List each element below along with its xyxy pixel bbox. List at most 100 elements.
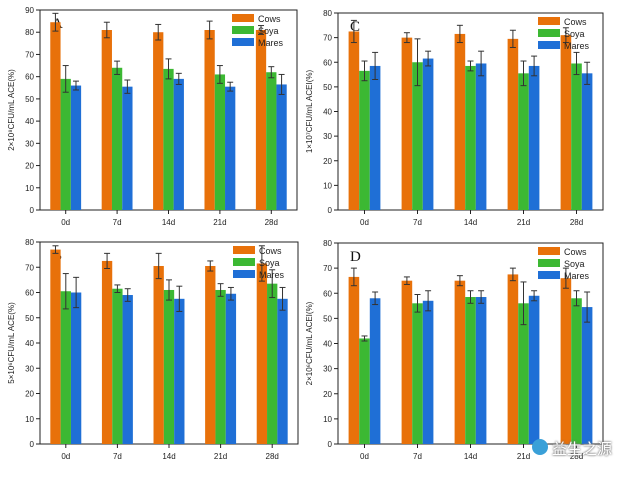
bar-cows — [348, 276, 360, 444]
legend-label-cows: Cows — [258, 14, 281, 24]
y-tick-label: 60 — [323, 58, 332, 67]
legend-label-mares: Mares — [564, 41, 590, 51]
y-tick-label: 40 — [323, 340, 332, 349]
bar-soya — [465, 297, 476, 444]
x-tick-label: 14d — [162, 452, 175, 461]
y-tick-label: 90 — [25, 6, 34, 15]
y-tick-label: 40 — [323, 108, 332, 117]
legend-swatch-mares — [233, 270, 255, 278]
legend-label-cows: Cows — [564, 17, 587, 27]
legend-swatch-soya — [538, 259, 560, 267]
y-tick-label: 50 — [323, 314, 332, 323]
bar-mares — [422, 58, 434, 211]
bar-mares — [225, 293, 237, 444]
y-tick-label: 0 — [30, 206, 35, 215]
bar-cows — [454, 280, 466, 444]
bar-mares — [70, 292, 82, 444]
bar-cows — [205, 265, 216, 444]
y-tick-label: 30 — [323, 365, 332, 374]
y-tick-label: 30 — [323, 132, 332, 141]
bar-cows — [454, 33, 466, 211]
bar-cows — [348, 31, 360, 210]
bar-cows — [560, 35, 572, 210]
legend-swatch-cows — [538, 17, 560, 25]
watermark: 益生之源 — [532, 438, 613, 459]
bar-cows — [401, 280, 413, 444]
bar-mares — [581, 73, 593, 210]
legend-swatch-cows — [233, 246, 255, 254]
bar-mares — [369, 65, 381, 210]
x-tick-label: 0d — [360, 218, 369, 227]
x-tick-label: 14d — [162, 218, 175, 227]
bar-cows — [50, 249, 61, 444]
x-tick-label: 7d — [113, 218, 122, 227]
y-tick-label: 50 — [25, 314, 34, 323]
legend-swatch-mares — [538, 41, 560, 49]
legend-label-soya: Soya — [258, 26, 279, 36]
x-tick-label: 0d — [61, 452, 70, 461]
y-tick-label: 30 — [25, 139, 34, 148]
bar-cows — [401, 37, 413, 210]
bar-mares — [276, 84, 287, 210]
bar-mares — [528, 295, 540, 444]
legend-swatch-soya — [538, 29, 560, 37]
bar-soya — [412, 303, 423, 444]
bar-cows — [204, 30, 215, 210]
bar-mares — [225, 86, 236, 210]
x-tick-label: 28d — [265, 218, 278, 227]
bar-soya — [60, 291, 71, 444]
x-tick-label: 7d — [413, 452, 422, 461]
legend-label-mares: Mares — [258, 38, 284, 48]
bar-cows — [255, 30, 267, 210]
x-tick-label: 21d — [517, 452, 530, 461]
x-tick-label: 0d — [360, 452, 369, 461]
y-tick-label: 20 — [25, 162, 34, 171]
y-tick-label: 70 — [323, 264, 332, 273]
bar-mares — [581, 307, 593, 444]
x-tick-label: 14d — [464, 452, 477, 461]
chart-panel-d: 0 10 20 30 40 50 60 70 80 2×10⁶CFU/mL ACEI(%) D 0d 7… — [305, 239, 604, 461]
y-tick-label: 80 — [323, 239, 332, 248]
y-tick-label: 0 — [30, 440, 35, 449]
bar-cows — [153, 32, 164, 210]
legend-label-mares: Mares — [259, 270, 285, 280]
legend-label-mares: Mares — [564, 271, 590, 281]
bar-soya — [359, 70, 370, 211]
bar-mares — [277, 298, 288, 444]
y-tick-label: 20 — [323, 157, 332, 166]
legend-swatch-soya — [232, 26, 254, 34]
bar-soya — [571, 298, 582, 444]
y-tick-label: 40 — [25, 117, 34, 126]
y-tick-label: 30 — [25, 364, 34, 373]
bar-soya — [465, 65, 476, 210]
legend-label-soya: Soya — [564, 259, 585, 269]
bar-soya — [267, 283, 278, 444]
bar-soya — [518, 73, 529, 210]
y-tick-label: 60 — [25, 289, 34, 298]
y-tick-label: 80 — [323, 9, 332, 18]
legend-label-soya: Soya — [564, 29, 585, 39]
bar-soya — [518, 303, 529, 444]
bar-soya — [571, 63, 582, 211]
x-tick-label: 28d — [570, 218, 583, 227]
bar-cows — [507, 38, 519, 211]
y-tick-label: 80 — [25, 28, 34, 37]
y-tick-label: 70 — [323, 34, 332, 43]
y-tick-label: 10 — [323, 181, 332, 190]
legend-swatch-mares — [538, 271, 560, 279]
bar-mares — [122, 86, 133, 210]
x-tick-label: 21d — [213, 218, 226, 227]
y-tick-label: 70 — [25, 50, 34, 59]
bar-mares — [475, 63, 487, 211]
y-tick-label: 60 — [323, 289, 332, 298]
x-tick-label: 14d — [464, 218, 477, 227]
y-tick-label: 10 — [25, 184, 34, 193]
bar-mares — [422, 300, 434, 444]
legend-swatch-mares — [232, 38, 254, 46]
x-tick-label: 28d — [266, 452, 279, 461]
watermark-text: 益生之源 — [552, 440, 613, 458]
y-tick-label: 70 — [25, 263, 34, 272]
bar-cows — [507, 274, 519, 444]
